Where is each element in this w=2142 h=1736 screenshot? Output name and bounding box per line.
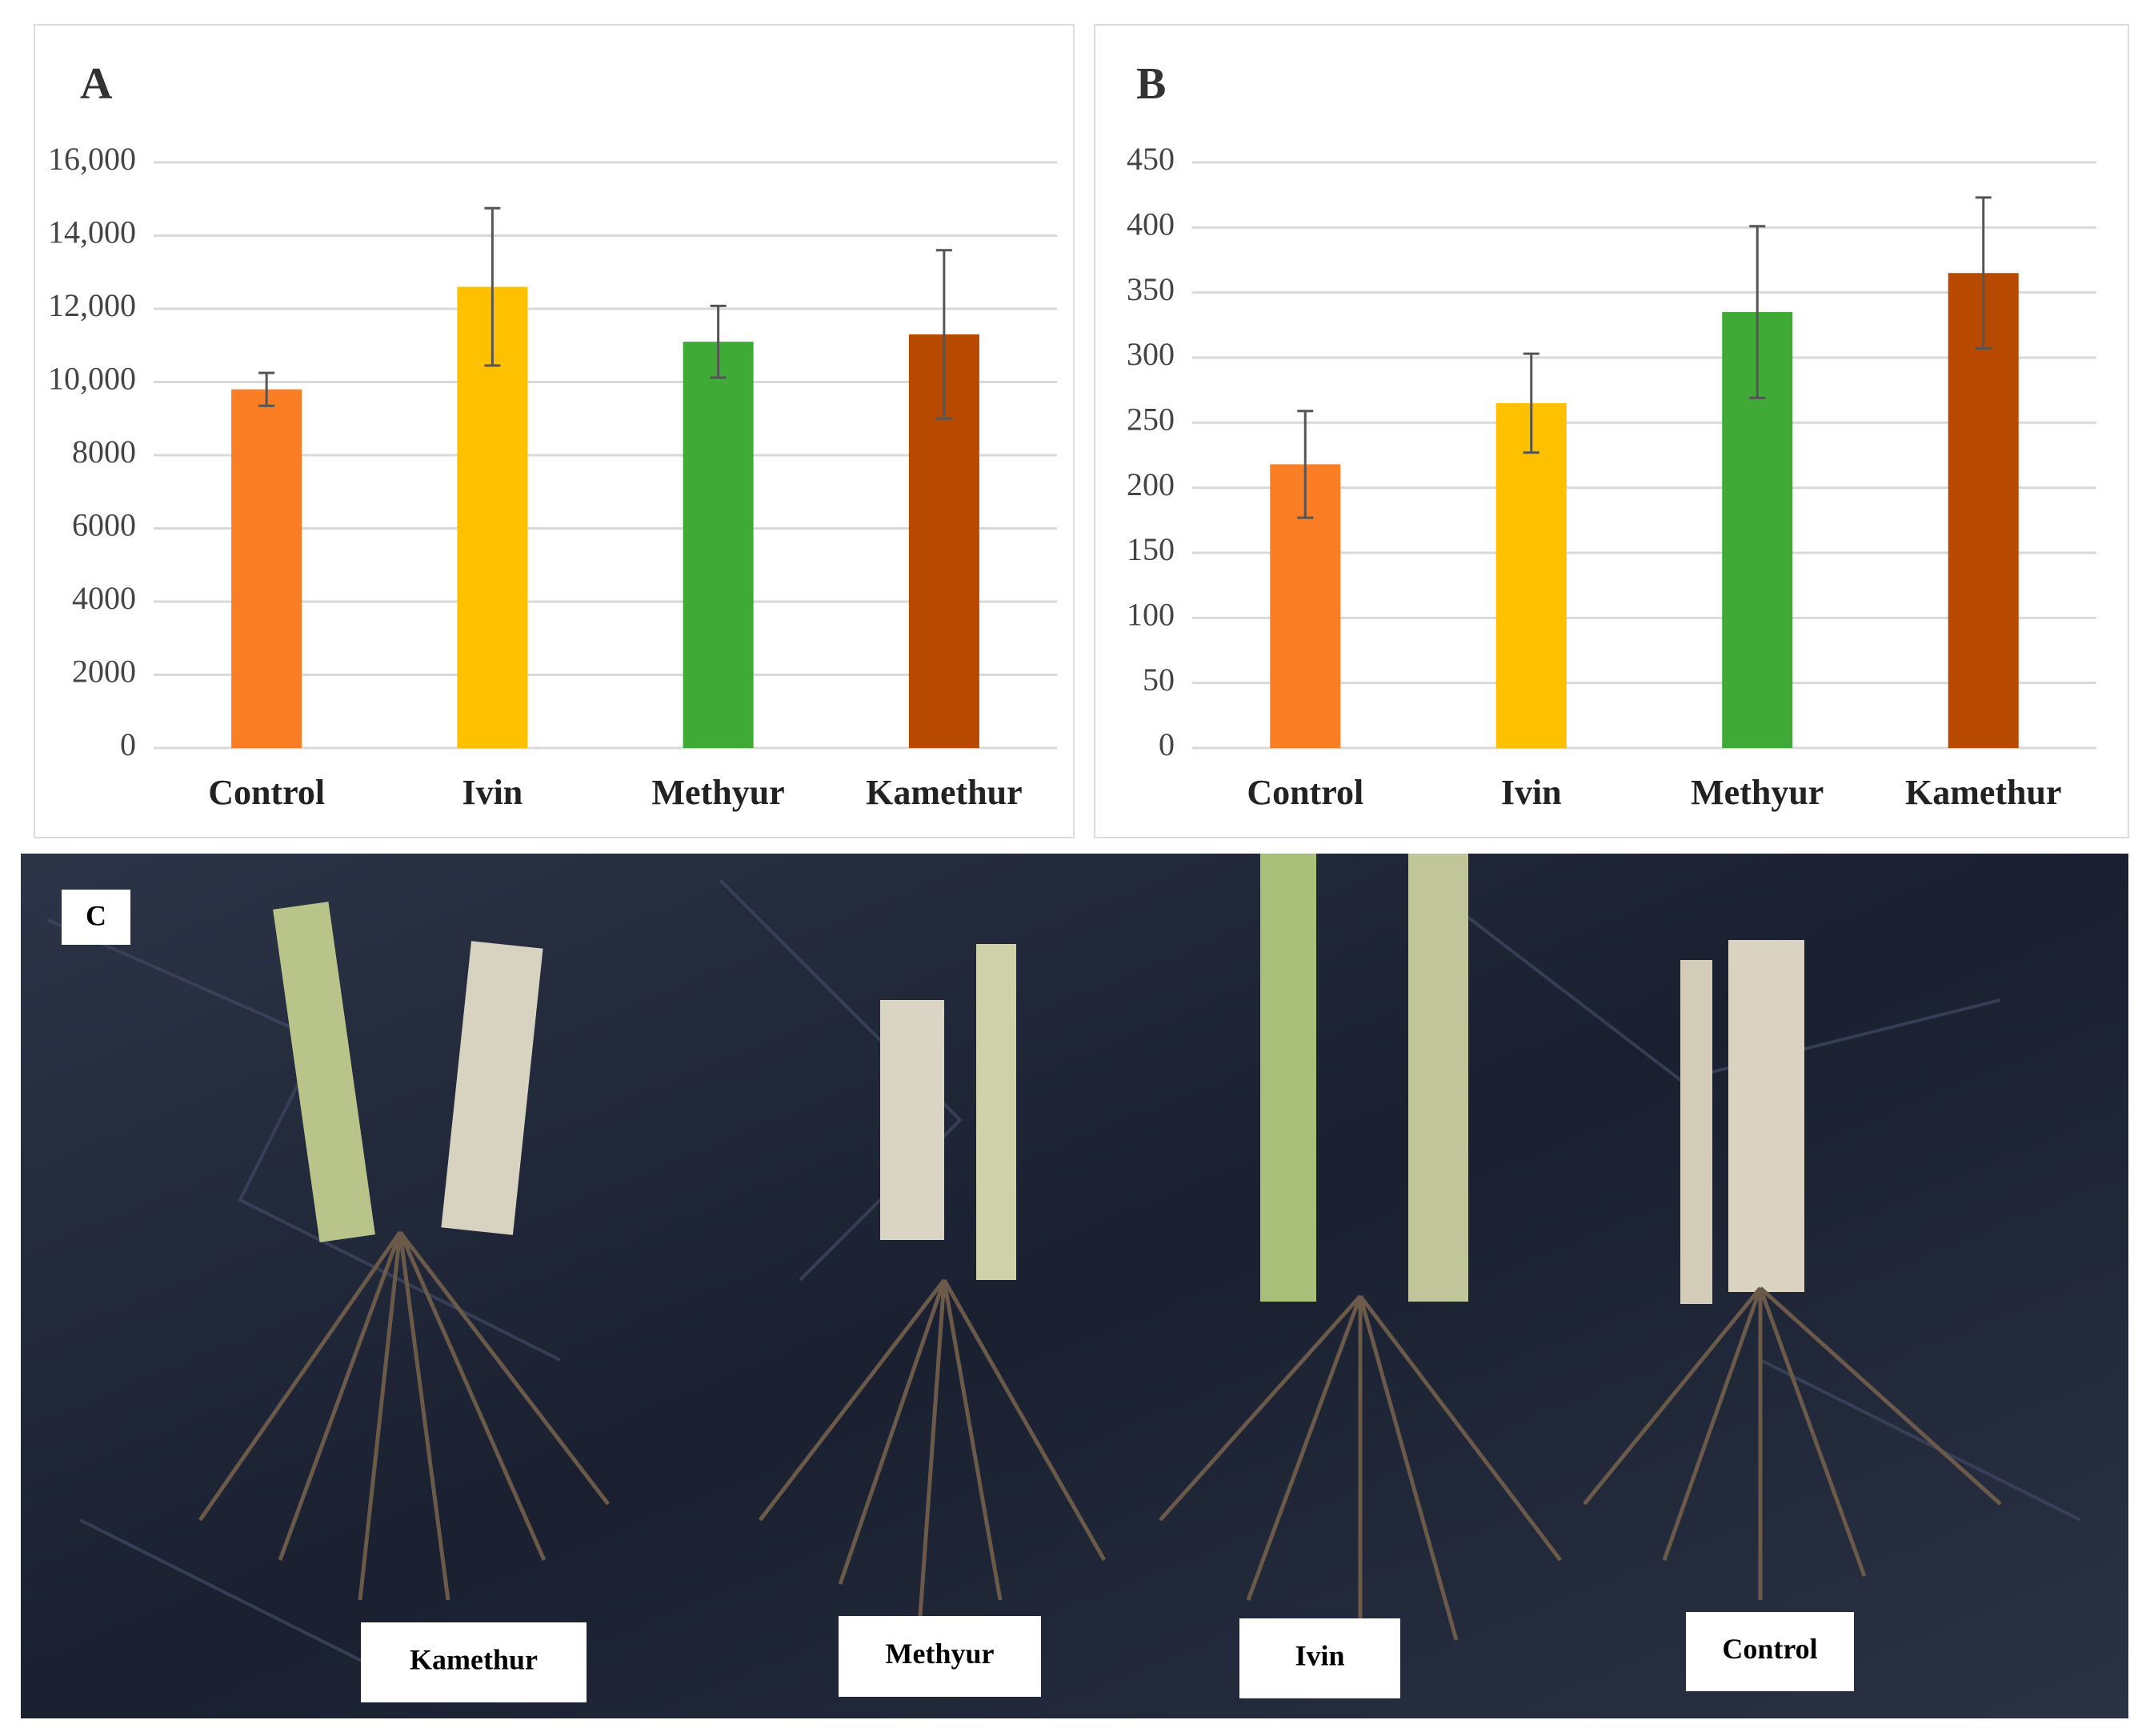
x-tick-label: Methyur bbox=[1691, 773, 1824, 812]
y-tick-label: 10,000 bbox=[48, 361, 136, 397]
panel-label-box bbox=[62, 890, 130, 945]
y-tick-label: 12,000 bbox=[48, 287, 136, 323]
panel-label: B bbox=[1136, 59, 1166, 109]
x-tick-label: Ivin bbox=[1501, 773, 1562, 812]
panel-label: A bbox=[80, 59, 113, 109]
y-tick-label: 450 bbox=[1127, 141, 1175, 177]
x-tick-label: Control bbox=[1247, 773, 1363, 812]
y-tick-label: 400 bbox=[1127, 206, 1175, 242]
y-tick-label: 14,000 bbox=[48, 214, 136, 250]
y-tick-label: 8000 bbox=[72, 434, 136, 470]
photo-label-box bbox=[1239, 1618, 1400, 1698]
y-tick-label: 50 bbox=[1143, 662, 1175, 698]
photo-label-box bbox=[361, 1622, 587, 1702]
photo-label: Ivin bbox=[1295, 1639, 1344, 1671]
bar bbox=[683, 342, 754, 748]
bar bbox=[1495, 402, 1567, 748]
x-tick-label: Methyur bbox=[652, 773, 785, 812]
bar bbox=[1948, 273, 2019, 748]
y-tick-label: 350 bbox=[1127, 271, 1175, 307]
y-tick-label: 100 bbox=[1127, 597, 1175, 633]
y-tick-label: 150 bbox=[1127, 531, 1175, 567]
photo-label-box bbox=[839, 1616, 1041, 1697]
panel-label: C bbox=[86, 899, 106, 931]
bar bbox=[231, 389, 302, 748]
tarp-wrinkles bbox=[47, 878, 2081, 1682]
panel-a-frame bbox=[34, 24, 1075, 838]
y-tick-label: 0 bbox=[120, 726, 136, 762]
photo-label: Kamethur bbox=[410, 1643, 538, 1675]
y-tick-label: 2000 bbox=[72, 654, 136, 690]
y-tick-label: 300 bbox=[1127, 336, 1175, 372]
x-tick-label: Kamethur bbox=[1905, 773, 2062, 812]
plants bbox=[198, 854, 2002, 1664]
photo bbox=[21, 854, 2128, 1718]
y-tick-label: 0 bbox=[1159, 726, 1175, 762]
y-tick-label: 16,000 bbox=[48, 141, 136, 177]
y-tick-label: 200 bbox=[1127, 466, 1175, 502]
y-tick-label: 250 bbox=[1127, 402, 1175, 438]
photo-label-box bbox=[1686, 1612, 1854, 1691]
y-tick-label: 4000 bbox=[72, 580, 136, 616]
x-tick-label: Ivin bbox=[462, 773, 522, 812]
photo-label: Methyur bbox=[886, 1638, 995, 1670]
photo-label: Control bbox=[1722, 1633, 1817, 1665]
x-tick-label: Control bbox=[208, 773, 325, 812]
x-tick-label: Kamethur bbox=[866, 773, 1023, 812]
y-tick-label: 6000 bbox=[72, 507, 136, 543]
